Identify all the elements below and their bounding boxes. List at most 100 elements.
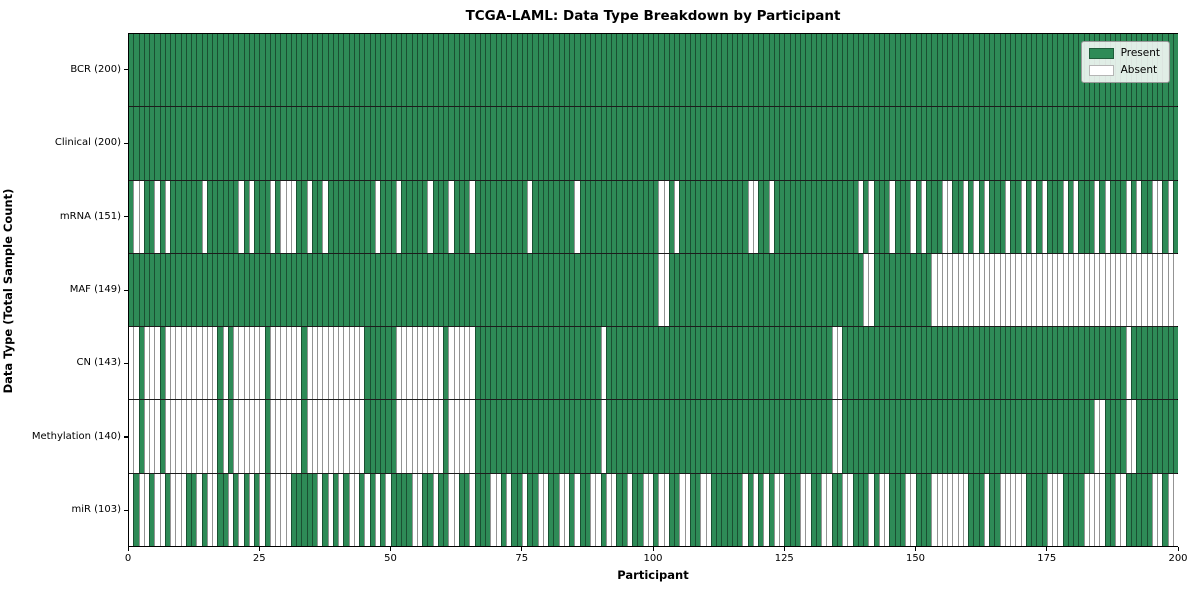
cell-mir-131 <box>815 473 821 546</box>
cell-maf-72 <box>506 253 512 327</box>
cell-clinical-32 <box>296 107 302 180</box>
cell-maf-76 <box>527 253 533 327</box>
cell-methylation-198 <box>1167 400 1173 473</box>
cell-maf-129 <box>805 253 811 327</box>
cell-cn-12 <box>191 327 197 400</box>
cell-cn-36 <box>317 327 323 400</box>
cell-mir-21 <box>238 473 244 546</box>
cell-maf-96 <box>632 253 638 327</box>
cell-clinical-66 <box>474 107 480 180</box>
cell-cn-73 <box>511 327 517 400</box>
cell-methylation-46 <box>369 400 375 473</box>
cell-maf-193 <box>1141 253 1147 327</box>
cell-maf-196 <box>1157 253 1163 327</box>
cell-cn-32 <box>296 327 302 400</box>
ytick-mark-bcr <box>124 69 128 71</box>
cell-maf-79 <box>542 253 548 327</box>
cell-mrna-42 <box>348 180 354 253</box>
cell-mir-72 <box>506 473 512 546</box>
cell-mir-124 <box>779 473 785 546</box>
cell-bcr-36 <box>317 34 323 107</box>
cell-mir-88 <box>590 473 596 546</box>
cell-cn-79 <box>542 327 548 400</box>
cell-mrna-121 <box>763 180 769 253</box>
cell-maf-198 <box>1167 253 1173 327</box>
cell-mir-45 <box>364 473 370 546</box>
cell-clinical-163 <box>983 107 989 180</box>
cell-mrna-170 <box>1020 180 1026 253</box>
cell-mrna-64 <box>464 180 470 253</box>
cell-mir-197 <box>1162 473 1168 546</box>
cell-mir-116 <box>737 473 743 546</box>
cell-bcr-62 <box>453 34 459 107</box>
cell-maf-156 <box>947 253 953 327</box>
cell-mir-86 <box>579 473 585 546</box>
cell-methylation-135 <box>836 400 842 473</box>
cell-mrna-120 <box>758 180 764 253</box>
cell-cn-1 <box>133 327 139 400</box>
cell-clinical-166 <box>999 107 1005 180</box>
cell-maf-147 <box>899 253 905 327</box>
cell-cn-11 <box>185 327 191 400</box>
cell-maf-36 <box>317 253 323 327</box>
cell-maf-1 <box>133 253 139 327</box>
cell-mrna-62 <box>453 180 459 253</box>
ytick-label-mir: miR (103) <box>71 504 121 516</box>
cell-clinical-114 <box>726 107 732 180</box>
cell-clinical-29 <box>280 107 286 180</box>
cell-methylation-60 <box>443 400 449 473</box>
cell-cn-93 <box>616 327 622 400</box>
cell-clinical-49 <box>385 107 391 180</box>
cell-bcr-112 <box>716 34 722 107</box>
cell-mir-149 <box>910 473 916 546</box>
cell-clinical-99 <box>647 107 653 180</box>
cell-methylation-72 <box>506 400 512 473</box>
cell-mrna-103 <box>668 180 674 253</box>
cell-clinical-64 <box>464 107 470 180</box>
cell-mir-163 <box>983 473 989 546</box>
cell-cn-80 <box>548 327 554 400</box>
cell-clinical-9 <box>175 107 181 180</box>
cell-cn-192 <box>1136 327 1142 400</box>
cell-bcr-142 <box>873 34 879 107</box>
cell-mir-30 <box>285 473 291 546</box>
cell-maf-150 <box>915 253 921 327</box>
cell-mir-92 <box>611 473 617 546</box>
cell-clinical-134 <box>831 107 837 180</box>
cell-mrna-169 <box>1015 180 1021 253</box>
cell-methylation-67 <box>479 400 485 473</box>
cell-bcr-150 <box>915 34 921 107</box>
cell-mir-96 <box>632 473 638 546</box>
cell-methylation-43 <box>353 400 359 473</box>
cell-cn-67 <box>479 327 485 400</box>
cell-cn-21 <box>238 327 244 400</box>
cell-mir-155 <box>941 473 947 546</box>
cell-cn-119 <box>752 327 758 400</box>
cell-maf-197 <box>1162 253 1168 327</box>
cell-methylation-66 <box>474 400 480 473</box>
cell-mrna-51 <box>395 180 401 253</box>
cell-cn-146 <box>894 327 900 400</box>
cell-clinical-118 <box>747 107 753 180</box>
cell-mrna-140 <box>863 180 869 253</box>
cell-mrna-112 <box>716 180 722 253</box>
cell-cn-77 <box>532 327 538 400</box>
cell-mrna-194 <box>1146 180 1152 253</box>
cell-mrna-48 <box>380 180 386 253</box>
cell-bcr-42 <box>348 34 354 107</box>
cell-methylation-186 <box>1104 400 1110 473</box>
cell-cn-24 <box>254 327 260 400</box>
cell-methylation-36 <box>317 400 323 473</box>
cell-maf-15 <box>206 253 212 327</box>
cell-mir-35 <box>311 473 317 546</box>
cell-mrna-180 <box>1073 180 1079 253</box>
cell-clinical-97 <box>637 107 643 180</box>
cell-mir-67 <box>479 473 485 546</box>
cell-bcr-38 <box>327 34 333 107</box>
cell-methylation-153 <box>931 400 937 473</box>
cell-clinical-39 <box>332 107 338 180</box>
cell-cn-56 <box>422 327 428 400</box>
cell-cn-143 <box>878 327 884 400</box>
cell-methylation-76 <box>527 400 533 473</box>
